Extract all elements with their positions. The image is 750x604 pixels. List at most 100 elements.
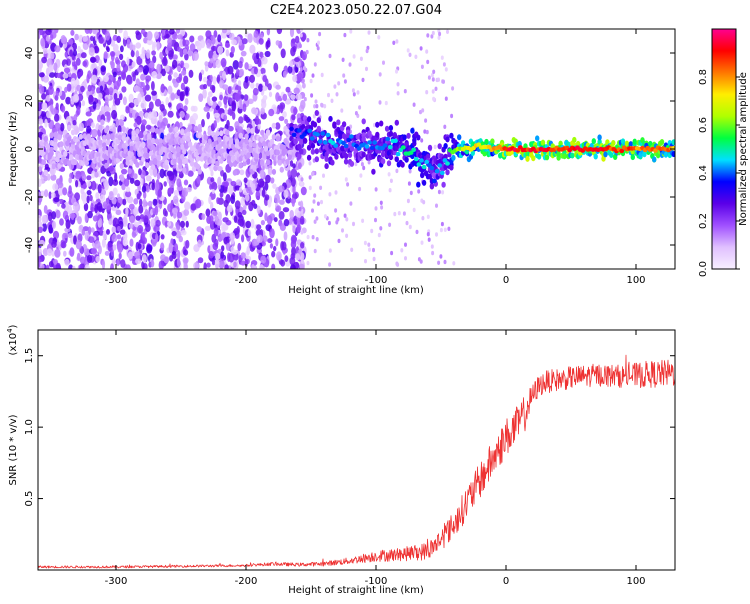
colorbar-tick-label: 0.8 [698, 69, 709, 85]
spectrogram-noise-cell [76, 84, 81, 92]
spectrogram-noise-cell [114, 172, 118, 183]
spectrogram-band-cell [186, 131, 191, 138]
spectrogram-faint-cell [379, 200, 383, 205]
spectrogram-noise-cell [148, 62, 154, 69]
spectrogram-noise-cell [68, 264, 74, 269]
spectrogram-noise-cell [258, 264, 265, 269]
spectrogram-noise-cell [176, 225, 181, 231]
spectrogram-faint-cell [352, 54, 356, 59]
spectrogram-faint-cell [420, 64, 424, 70]
spectrogram-band-cell [100, 119, 105, 126]
spectrogram-band-cell [427, 173, 433, 180]
spectrogram-noise-cell [47, 173, 51, 181]
spectrogram-faint-cell [333, 84, 337, 89]
spectrogram-noise-cell [169, 29, 175, 35]
spectrogram-noise-cell [123, 30, 128, 40]
colorbar-tick-label: 0.4 [698, 165, 709, 181]
spectrogram-noise-cell [50, 174, 57, 181]
spectrogram-faint-cell [388, 222, 392, 227]
spectrogram-noise-cell [47, 85, 54, 96]
spectrogram-noise-cell [212, 53, 218, 61]
spectrogram-noise-cell [179, 91, 184, 102]
spectrogram-faint-cell [430, 244, 434, 249]
snr-y-tick-label: 0.5 [24, 491, 35, 507]
spectrogram-band-cell [457, 134, 462, 141]
spectrogram-noise-cell [218, 259, 225, 269]
spectrogram-noise-cell [38, 59, 42, 66]
spectrogram-y-axis-label: Frequency (Hz) [8, 111, 19, 187]
spectrogram-band-cell [57, 134, 62, 141]
spectrogram-band-cell [59, 141, 64, 148]
spectrogram-band-cell [164, 159, 169, 166]
spectrogram-noise-cell [160, 234, 165, 240]
spectrogram-noise-cell [151, 90, 157, 96]
spectrogram-noise-cell [117, 243, 123, 253]
spectrogram-noise-cell [197, 257, 204, 264]
spectrogram-noise-cell [176, 89, 181, 96]
spectrogram-noise-cell [125, 206, 129, 217]
spectrogram-faint-cell [311, 235, 315, 240]
spectrogram-noise-cell [142, 85, 147, 93]
spectrogram-noise-cell [224, 264, 229, 269]
spectrogram-noise-cell [145, 223, 151, 233]
spectrogram-band-cell [72, 159, 78, 166]
spectrogram-noise-cell [253, 66, 258, 75]
spectrogram-noise-cell [90, 227, 95, 233]
spectrogram-noise-cell [246, 245, 250, 256]
spectrogram-noise-cell [237, 211, 243, 218]
spectrogram-noise-cell [135, 241, 140, 252]
spectrogram-noise-cell [68, 185, 72, 195]
spectrogram-noise-cell [201, 213, 206, 220]
spectrogram-noise-cell [68, 39, 73, 46]
snr-frame [37, 329, 676, 571]
spectrogram-band-cell [334, 153, 339, 160]
spectrogram-noise-cell [294, 57, 300, 63]
spectrogram-noise-cell [208, 215, 214, 225]
spectrogram-noise-cell [150, 260, 155, 268]
spectrogram-band-cell [384, 125, 390, 132]
spectrogram-faint-cell [450, 113, 454, 119]
spectrogram-noise-cell [299, 215, 305, 225]
spectrogram-band-cell [207, 138, 212, 145]
spectrogram-band-cell [632, 138, 637, 145]
spectrogram-faint-cell [425, 49, 429, 54]
spectrogram-noise-cell [245, 193, 250, 202]
spectrogram-noise-cell [101, 259, 106, 269]
spectrogram-noise-cell [137, 224, 144, 234]
spectrogram-noise-cell [90, 35, 94, 42]
spectrogram-noise-cell [179, 110, 185, 119]
spectrogram-band-cell [106, 139, 111, 146]
spectrogram-noise-cell [42, 248, 49, 256]
spectrogram-faint-cell [374, 206, 378, 211]
spectrogram-noise-cell [298, 162, 302, 170]
spectrogram-faint-cell [306, 38, 310, 43]
spectrogram-noise-cell [235, 68, 240, 76]
spectrogram-faint-cell [363, 240, 367, 246]
spectrogram-band-cell [420, 172, 425, 179]
spectrogram-noise-cell [171, 230, 177, 237]
spectrogram-band-cell [347, 152, 353, 158]
spectrogram-band-cell [184, 157, 189, 164]
spectrogram-noise-cell [79, 224, 84, 230]
spectrogram-noise-cell [222, 84, 229, 90]
spectrogram-noise-cell [128, 203, 135, 210]
spectrogram-band-cell [361, 118, 366, 125]
spectrogram-noise-cell [121, 86, 127, 93]
spectrogram-noise-cell [285, 86, 291, 93]
spectrogram-noise-cell [192, 113, 198, 121]
spectrogram-band-cell [380, 151, 386, 158]
spectrogram-noise-cell [273, 245, 277, 252]
spectrogram-noise-cell [296, 72, 303, 83]
spectrogram-noise-cell [116, 63, 121, 72]
spectrogram-noise-cell [161, 29, 166, 37]
spectrogram-noise-cell [125, 264, 131, 269]
spectrogram-noise-cell [217, 166, 223, 172]
spectrogram-band-cell [659, 139, 665, 145]
spectrogram-band-cell [248, 146, 253, 153]
spectrogram-band-cell [51, 163, 56, 170]
spectrogram-faint-cell [439, 254, 443, 259]
spectrogram-faint-cell [300, 177, 304, 182]
spectrogram-noise-cell [135, 215, 141, 221]
spectrogram-faint-cell [356, 90, 360, 95]
spectrogram-band-cell [197, 132, 202, 139]
